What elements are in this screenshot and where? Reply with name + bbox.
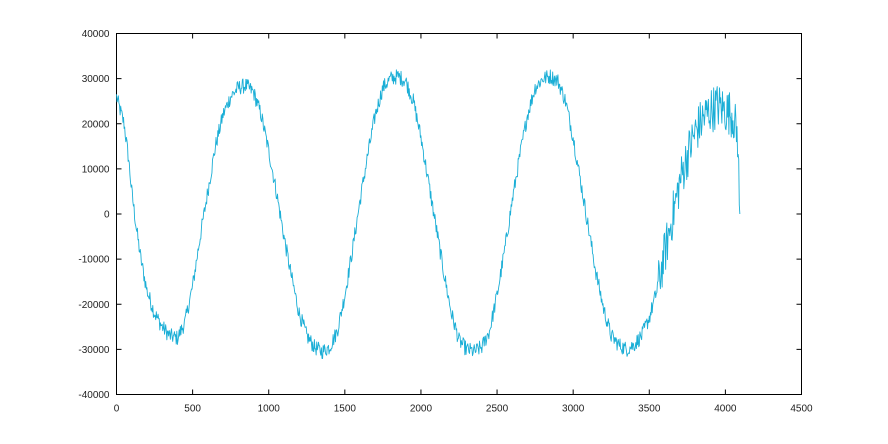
y-axis: 40000 30000 20000 10000 0 -10000 -20000 -30000 -… xyxy=(78,29,802,401)
plot-frame xyxy=(116,33,802,395)
x-tick-label: 3500 xyxy=(638,404,661,415)
x-tick-label: 4500 xyxy=(790,404,813,415)
x-axis: 0 500 1000 1500 2000 2500 3000 3500 4000 4500 xyxy=(114,33,813,415)
x-tick-label: 1500 xyxy=(334,404,357,415)
y-tick-label: -30000 xyxy=(78,345,110,356)
x-tick-label: 3000 xyxy=(562,404,585,415)
y-tick-label: 10000 xyxy=(82,164,110,175)
y-tick-label: 0 xyxy=(104,210,110,221)
y-tick-label: 40000 xyxy=(82,29,110,40)
y-tick-label: 30000 xyxy=(82,74,110,85)
series-layer xyxy=(116,69,741,360)
y-tick-label: 20000 xyxy=(82,119,110,130)
x-tick-label: 4000 xyxy=(714,404,737,415)
x-tick-label: 2000 xyxy=(410,404,433,415)
x-tick-label: 500 xyxy=(184,404,201,415)
y-tick-label: -10000 xyxy=(78,255,110,266)
x-tick-label: 2500 xyxy=(486,404,509,415)
x-tick-label: 1000 xyxy=(258,404,281,415)
y-tick-label: -40000 xyxy=(78,390,110,401)
series-line xyxy=(116,69,741,360)
x-tick-label: 0 xyxy=(114,404,120,415)
y-tick-label: -20000 xyxy=(78,300,110,311)
